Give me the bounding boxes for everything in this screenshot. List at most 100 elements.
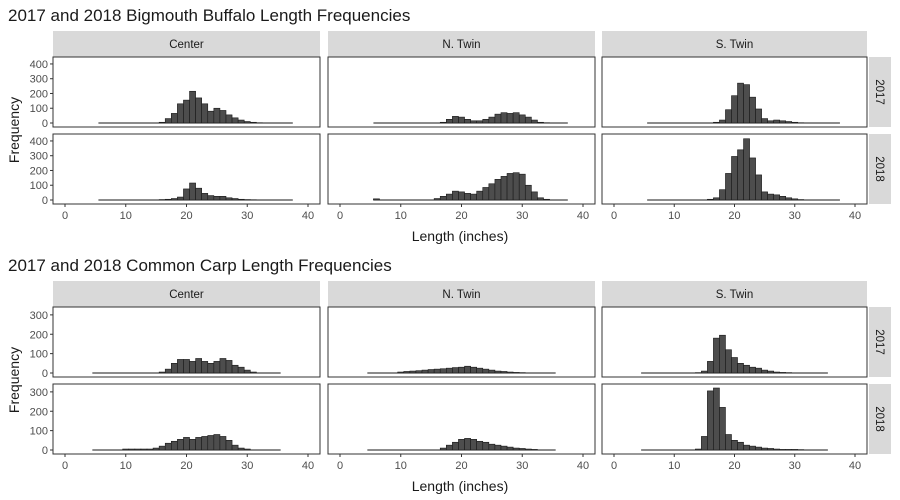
histogram-bar — [761, 447, 768, 451]
y-tick-label: 200 — [30, 406, 48, 418]
y-tick-label: 300 — [30, 74, 48, 86]
histogram-bar — [749, 445, 756, 451]
histogram-bar — [207, 110, 215, 124]
x-tick-label: 10 — [120, 210, 132, 222]
histogram-bar — [183, 188, 190, 201]
histogram-bar — [189, 182, 196, 201]
x-tick-label: 40 — [577, 460, 589, 472]
histogram-bar — [500, 176, 508, 201]
histogram-bar — [470, 439, 477, 451]
x-tick-label: 20 — [728, 210, 740, 222]
x-axis-label: Length (inches) — [412, 228, 509, 244]
histogram-bar — [231, 117, 239, 124]
histogram-bar — [482, 368, 490, 374]
histogram-bar — [791, 198, 799, 201]
histogram-bar — [122, 448, 130, 451]
y-tick-label: 300 — [30, 310, 48, 322]
histogram-bar — [225, 440, 233, 451]
facet-strip-column — [602, 31, 867, 57]
histogram-bar — [713, 387, 720, 451]
histogram-bar — [464, 438, 471, 451]
histogram-bar — [171, 113, 178, 124]
x-tick-label: 40 — [577, 210, 589, 222]
histogram-bar — [737, 82, 744, 124]
histogram-bar — [397, 371, 405, 374]
histogram-bar — [476, 120, 484, 124]
histogram-bar — [152, 447, 160, 451]
histogram-bar — [201, 436, 209, 451]
histogram-bar — [713, 121, 720, 124]
histogram-bar — [701, 370, 708, 374]
histogram-bar — [237, 447, 245, 451]
x-tick-label: 40 — [302, 210, 314, 222]
histogram-bar — [433, 198, 441, 201]
histogram-bar — [695, 448, 702, 451]
histogram-bar — [482, 441, 490, 451]
histogram-bar — [725, 349, 732, 374]
histogram-bar — [219, 436, 227, 451]
histogram-bar — [725, 173, 732, 201]
histogram-bar — [488, 183, 496, 201]
histogram-bar — [518, 448, 526, 451]
facet-strip-label: N. Twin — [442, 39, 480, 51]
histogram-bar — [231, 444, 239, 451]
x-tick-label: 40 — [302, 460, 314, 472]
histogram-bar — [158, 445, 166, 451]
histogram-bar — [171, 198, 178, 201]
histogram-bar — [731, 440, 738, 451]
histogram-bar — [225, 360, 233, 374]
histogram-bar — [189, 90, 196, 124]
histogram-bar — [213, 107, 221, 124]
histogram-bar — [531, 191, 538, 201]
histogram-bar — [439, 447, 447, 451]
facet-strip-row-label: 2018 — [873, 156, 885, 182]
histogram-bar — [458, 191, 465, 201]
histogram-bar — [195, 437, 202, 451]
histogram-bar — [500, 112, 508, 124]
x-tick-label: 20 — [728, 460, 740, 472]
histogram-bar — [464, 119, 471, 124]
histogram-bar — [458, 116, 465, 124]
histogram-bar — [524, 116, 532, 124]
histogram-bar — [183, 359, 190, 374]
facet-strip-row — [869, 307, 891, 377]
histogram-bar — [433, 368, 441, 374]
histogram-bar — [201, 193, 209, 201]
panel-border — [601, 306, 868, 378]
histogram-bar — [755, 446, 762, 451]
x-tick-label: 40 — [849, 460, 861, 472]
x-tick-label: 0 — [611, 210, 617, 222]
x-tick-label: 10 — [395, 210, 407, 222]
facet-strip-label: Center — [169, 39, 204, 51]
facet-strip-row — [869, 384, 891, 454]
histogram-bar — [128, 448, 136, 451]
histogram-bar — [439, 121, 447, 124]
histogram-bar — [767, 193, 774, 201]
histogram-bar — [731, 357, 738, 374]
histogram-bar — [249, 121, 257, 124]
histogram-bar — [512, 172, 520, 201]
histogram-bar — [512, 447, 520, 451]
histogram-bar — [446, 119, 453, 124]
y-tick-label: 400 — [30, 59, 48, 71]
x-tick-label: 10 — [668, 210, 680, 222]
histogram-bar — [446, 367, 453, 374]
histogram-bar — [171, 440, 178, 451]
histogram-bar — [213, 434, 221, 451]
histogram-bar — [488, 116, 496, 124]
histogram-bar — [755, 174, 762, 201]
histogram-bar — [761, 118, 768, 124]
histogram-bar — [488, 369, 496, 374]
histogram-bar — [779, 372, 787, 374]
histogram-bar — [446, 444, 453, 451]
histogram-bar — [470, 120, 477, 124]
histogram-bar — [494, 444, 502, 451]
histogram-bar — [164, 368, 172, 374]
histogram-bar — [458, 439, 465, 451]
histogram-bar — [403, 371, 411, 374]
histogram-bar — [531, 449, 538, 451]
facet-strip-row-label: 2017 — [873, 79, 885, 105]
x-tick-label: 30 — [516, 210, 528, 222]
x-tick-label: 0 — [337, 460, 343, 472]
x-tick-label: 30 — [789, 460, 801, 472]
